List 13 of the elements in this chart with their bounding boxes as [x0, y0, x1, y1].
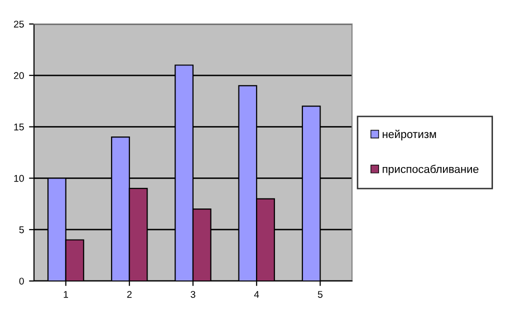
legend-label: нейротизм: [382, 130, 436, 140]
x-tick-label: 1: [64, 291, 68, 298]
legend-label: приспосабливание: [382, 164, 478, 176]
y-tick-label: 5: [19, 226, 24, 234]
x-tick-label: 2: [127, 290, 132, 298]
y-tick-label: 15: [14, 124, 24, 130]
y-tick-label: 25: [14, 20, 24, 28]
x-tick-label: 3: [190, 290, 196, 298]
x-tick-label: 5: [318, 291, 322, 298]
y-tick-label: 0: [19, 278, 24, 285]
y-tick-label: 10: [14, 174, 24, 182]
x-tick-label: 4: [254, 291, 260, 298]
y-tick-label: 20: [14, 72, 24, 80]
